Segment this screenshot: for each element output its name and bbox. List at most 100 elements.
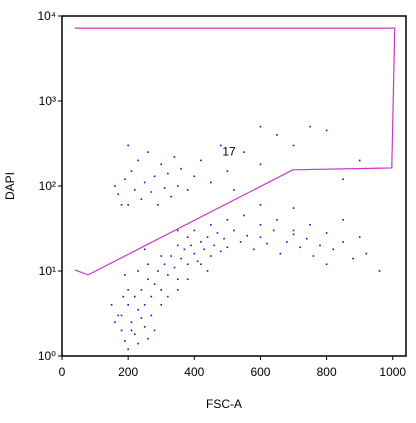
point xyxy=(140,317,143,319)
x-tick-label: 200 xyxy=(118,365,138,379)
y-tick-label: 10² xyxy=(39,179,56,193)
point xyxy=(259,125,262,128)
point xyxy=(167,172,169,175)
point xyxy=(186,189,189,191)
gate xyxy=(74,27,396,276)
point xyxy=(124,178,126,181)
point xyxy=(127,144,129,147)
point xyxy=(137,342,139,345)
point xyxy=(378,270,381,272)
point xyxy=(358,236,361,238)
point xyxy=(157,270,159,272)
point xyxy=(342,241,344,243)
point xyxy=(147,337,149,340)
point xyxy=(259,204,262,206)
point xyxy=(213,244,215,247)
point xyxy=(170,255,172,257)
point xyxy=(137,308,139,311)
point xyxy=(200,241,202,243)
point xyxy=(163,263,166,266)
point xyxy=(259,223,262,226)
point xyxy=(272,229,275,232)
point xyxy=(259,236,262,238)
point xyxy=(210,223,212,226)
point xyxy=(143,326,146,328)
point xyxy=(163,187,166,189)
point xyxy=(153,329,156,332)
point xyxy=(130,170,133,172)
x-tick-label: 800 xyxy=(317,365,337,379)
gate-label: 17 xyxy=(222,144,236,158)
x-tick-label: 1000 xyxy=(379,365,406,379)
point xyxy=(127,348,129,351)
point xyxy=(206,270,209,272)
point xyxy=(153,283,156,285)
point xyxy=(276,219,278,221)
point xyxy=(200,159,202,162)
point xyxy=(210,181,212,184)
point xyxy=(246,234,249,237)
point xyxy=(147,278,149,281)
point xyxy=(309,223,311,226)
point xyxy=(210,255,212,257)
point xyxy=(160,304,163,306)
point xyxy=(193,229,196,232)
point xyxy=(150,295,153,298)
point xyxy=(124,274,126,276)
point xyxy=(358,159,361,162)
y-tick-label: 10⁴ xyxy=(37,9,56,23)
point xyxy=(140,198,143,200)
y-axis-label: DAPI xyxy=(3,172,17,200)
point xyxy=(114,185,116,187)
point xyxy=(133,295,136,298)
point xyxy=(173,266,176,269)
x-tick-label: 600 xyxy=(250,365,270,379)
point xyxy=(130,321,133,323)
point xyxy=(266,242,268,245)
point xyxy=(190,244,192,247)
point xyxy=(279,252,282,255)
point xyxy=(143,248,146,251)
point xyxy=(186,236,189,238)
point xyxy=(226,246,229,249)
point xyxy=(216,232,219,234)
x-axis-label: FSC-A xyxy=(206,397,242,411)
point xyxy=(292,144,295,147)
point xyxy=(200,263,202,266)
point xyxy=(193,252,196,255)
point xyxy=(325,129,328,132)
point xyxy=(120,314,123,317)
point xyxy=(203,248,206,251)
point xyxy=(110,304,113,306)
point xyxy=(117,314,120,317)
point xyxy=(319,244,321,247)
point xyxy=(127,304,129,306)
point xyxy=(176,278,179,281)
point xyxy=(342,178,344,181)
point xyxy=(153,175,156,178)
point xyxy=(309,125,311,128)
point xyxy=(332,248,335,251)
point xyxy=(253,248,255,251)
point xyxy=(342,219,344,221)
x-tick-label: 0 xyxy=(59,365,66,379)
point xyxy=(133,333,136,336)
point xyxy=(167,295,169,298)
point xyxy=(305,237,308,240)
point xyxy=(219,144,222,147)
point xyxy=(286,241,288,243)
point xyxy=(292,229,295,232)
point xyxy=(233,189,235,191)
point xyxy=(183,248,186,251)
point xyxy=(137,159,139,162)
point xyxy=(160,255,163,257)
point xyxy=(292,233,295,236)
point xyxy=(124,340,126,342)
point xyxy=(176,185,179,187)
point xyxy=(114,321,116,323)
point xyxy=(180,167,182,170)
point xyxy=(173,156,176,158)
point xyxy=(243,214,245,217)
